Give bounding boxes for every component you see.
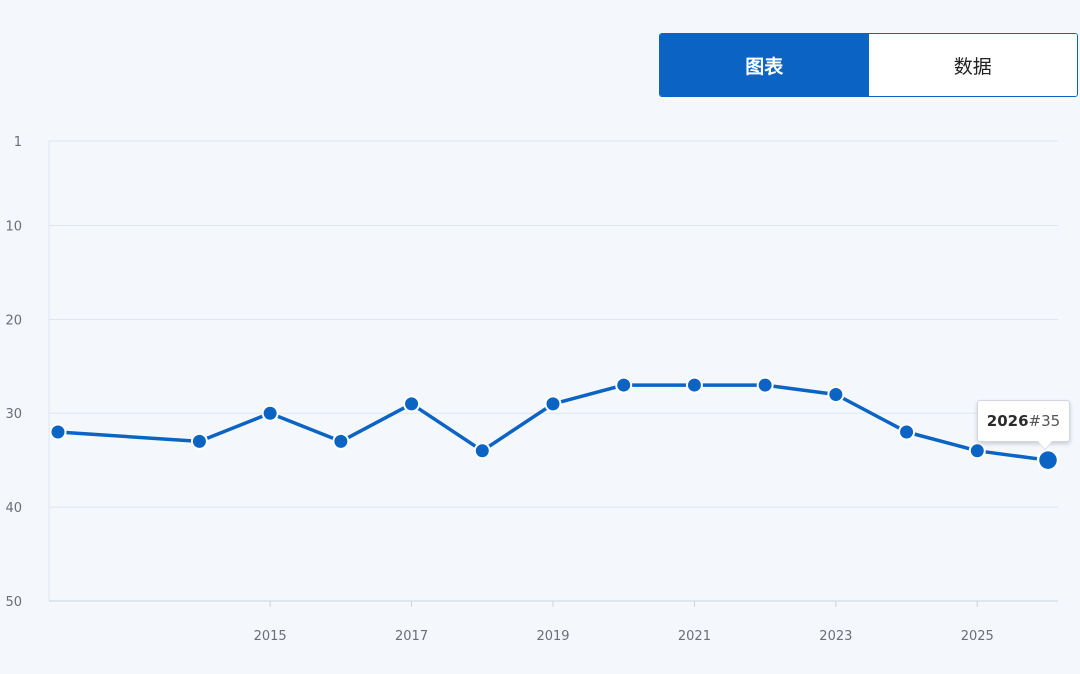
tab-chart[interactable]: 图表 (660, 34, 869, 96)
data-point (756, 376, 774, 394)
x-tick-label: 2017 (395, 629, 428, 644)
x-tick-label: 2023 (819, 629, 852, 644)
data-point (261, 404, 279, 422)
data-point (49, 423, 67, 441)
x-tick-label: 2015 (254, 629, 287, 644)
data-point (615, 376, 633, 394)
tooltip-arrow (1038, 441, 1052, 449)
data-point (403, 395, 421, 413)
x-tick-label: 2025 (961, 629, 994, 644)
x-tick-label: 2019 (536, 629, 569, 644)
tooltip-year: 2026 (986, 412, 1029, 430)
data-tooltip: 2026 #35 (977, 400, 1070, 442)
data-point (685, 376, 703, 394)
highlighted-data-point (1036, 448, 1060, 472)
view-toggle: 图表 数据 (659, 33, 1078, 97)
data-point (332, 432, 350, 450)
data-point (473, 442, 491, 460)
series-line (56, 383, 1050, 462)
data-point (827, 385, 845, 403)
tab-data[interactable]: 数据 (868, 34, 1077, 96)
tooltip-rank: #35 (1028, 412, 1061, 430)
data-point (968, 442, 986, 460)
y-tick-label: 1 (14, 135, 22, 150)
y-tick-label: 30 (5, 407, 22, 422)
y-tick-label: 20 (5, 313, 22, 328)
x-tick-label: 2021 (678, 629, 711, 644)
data-point (190, 432, 208, 450)
data-point (898, 423, 916, 441)
y-tick-label: 50 (5, 595, 22, 610)
y-tick-label: 10 (5, 219, 22, 234)
data-point (544, 395, 562, 413)
y-tick-label: 40 (5, 501, 22, 516)
